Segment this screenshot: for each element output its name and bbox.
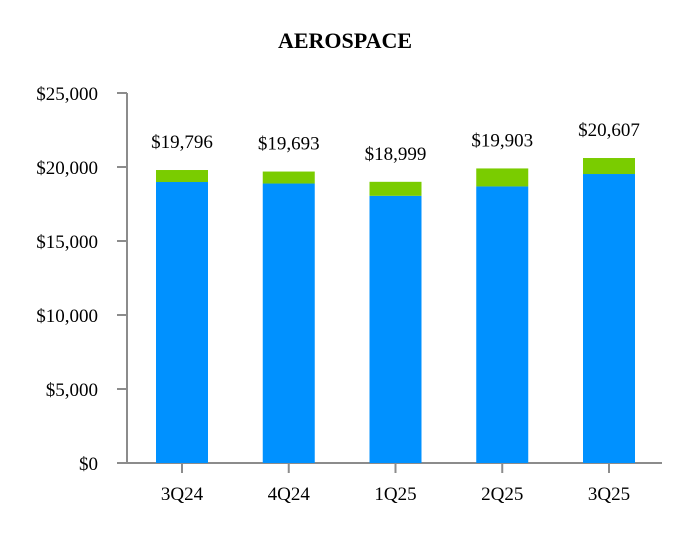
- bar-segment-top: [369, 181, 422, 196]
- bar-segment-top: [583, 158, 635, 175]
- total-labels: $19,796 $19,693 $18,999 $19,903 $20,607: [151, 120, 640, 165]
- total-label: $20,607: [578, 120, 640, 141]
- y-tick-label: $10,000: [36, 306, 98, 327]
- bar-segment-base: [156, 182, 208, 463]
- y-tick-label: $20,000: [36, 158, 98, 179]
- y-axis: $0 $5,000 $10,000 $15,000 $20,000 $25,000: [36, 84, 128, 475]
- x-axis: 3Q24 4Q24 1Q25 2Q25 3Q25: [117, 462, 662, 505]
- x-tick-label: 3Q25: [588, 484, 630, 505]
- total-label: $18,999: [365, 144, 427, 165]
- y-tick-label: $0: [79, 454, 98, 475]
- bar-segment-top: [476, 168, 529, 187]
- total-label: $19,693: [258, 134, 320, 155]
- y-tick-label: $15,000: [36, 232, 98, 253]
- total-label: $19,796: [151, 132, 213, 153]
- x-tick-label: 1Q25: [374, 484, 416, 505]
- x-tick-label: 2Q25: [481, 484, 523, 505]
- y-tick-label: $5,000: [46, 380, 98, 401]
- bar-segment-top: [156, 170, 208, 183]
- bar-segment-base: [262, 183, 315, 463]
- bar-segment-base: [369, 195, 422, 463]
- bar-segment-top: [262, 171, 315, 184]
- x-tick-label: 3Q24: [161, 484, 204, 505]
- x-tick-label: 4Q24: [268, 484, 311, 505]
- bars: [156, 158, 635, 463]
- total-label: $19,903: [471, 130, 533, 151]
- bar-segment-base: [476, 186, 529, 463]
- bar-segment-base: [583, 174, 635, 463]
- chart-title: AEROSPACE: [278, 28, 412, 53]
- y-tick-label: $25,000: [36, 84, 98, 105]
